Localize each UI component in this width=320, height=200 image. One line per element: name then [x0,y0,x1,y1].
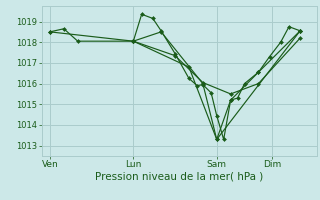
X-axis label: Pression niveau de la mer( hPa ): Pression niveau de la mer( hPa ) [95,172,263,182]
